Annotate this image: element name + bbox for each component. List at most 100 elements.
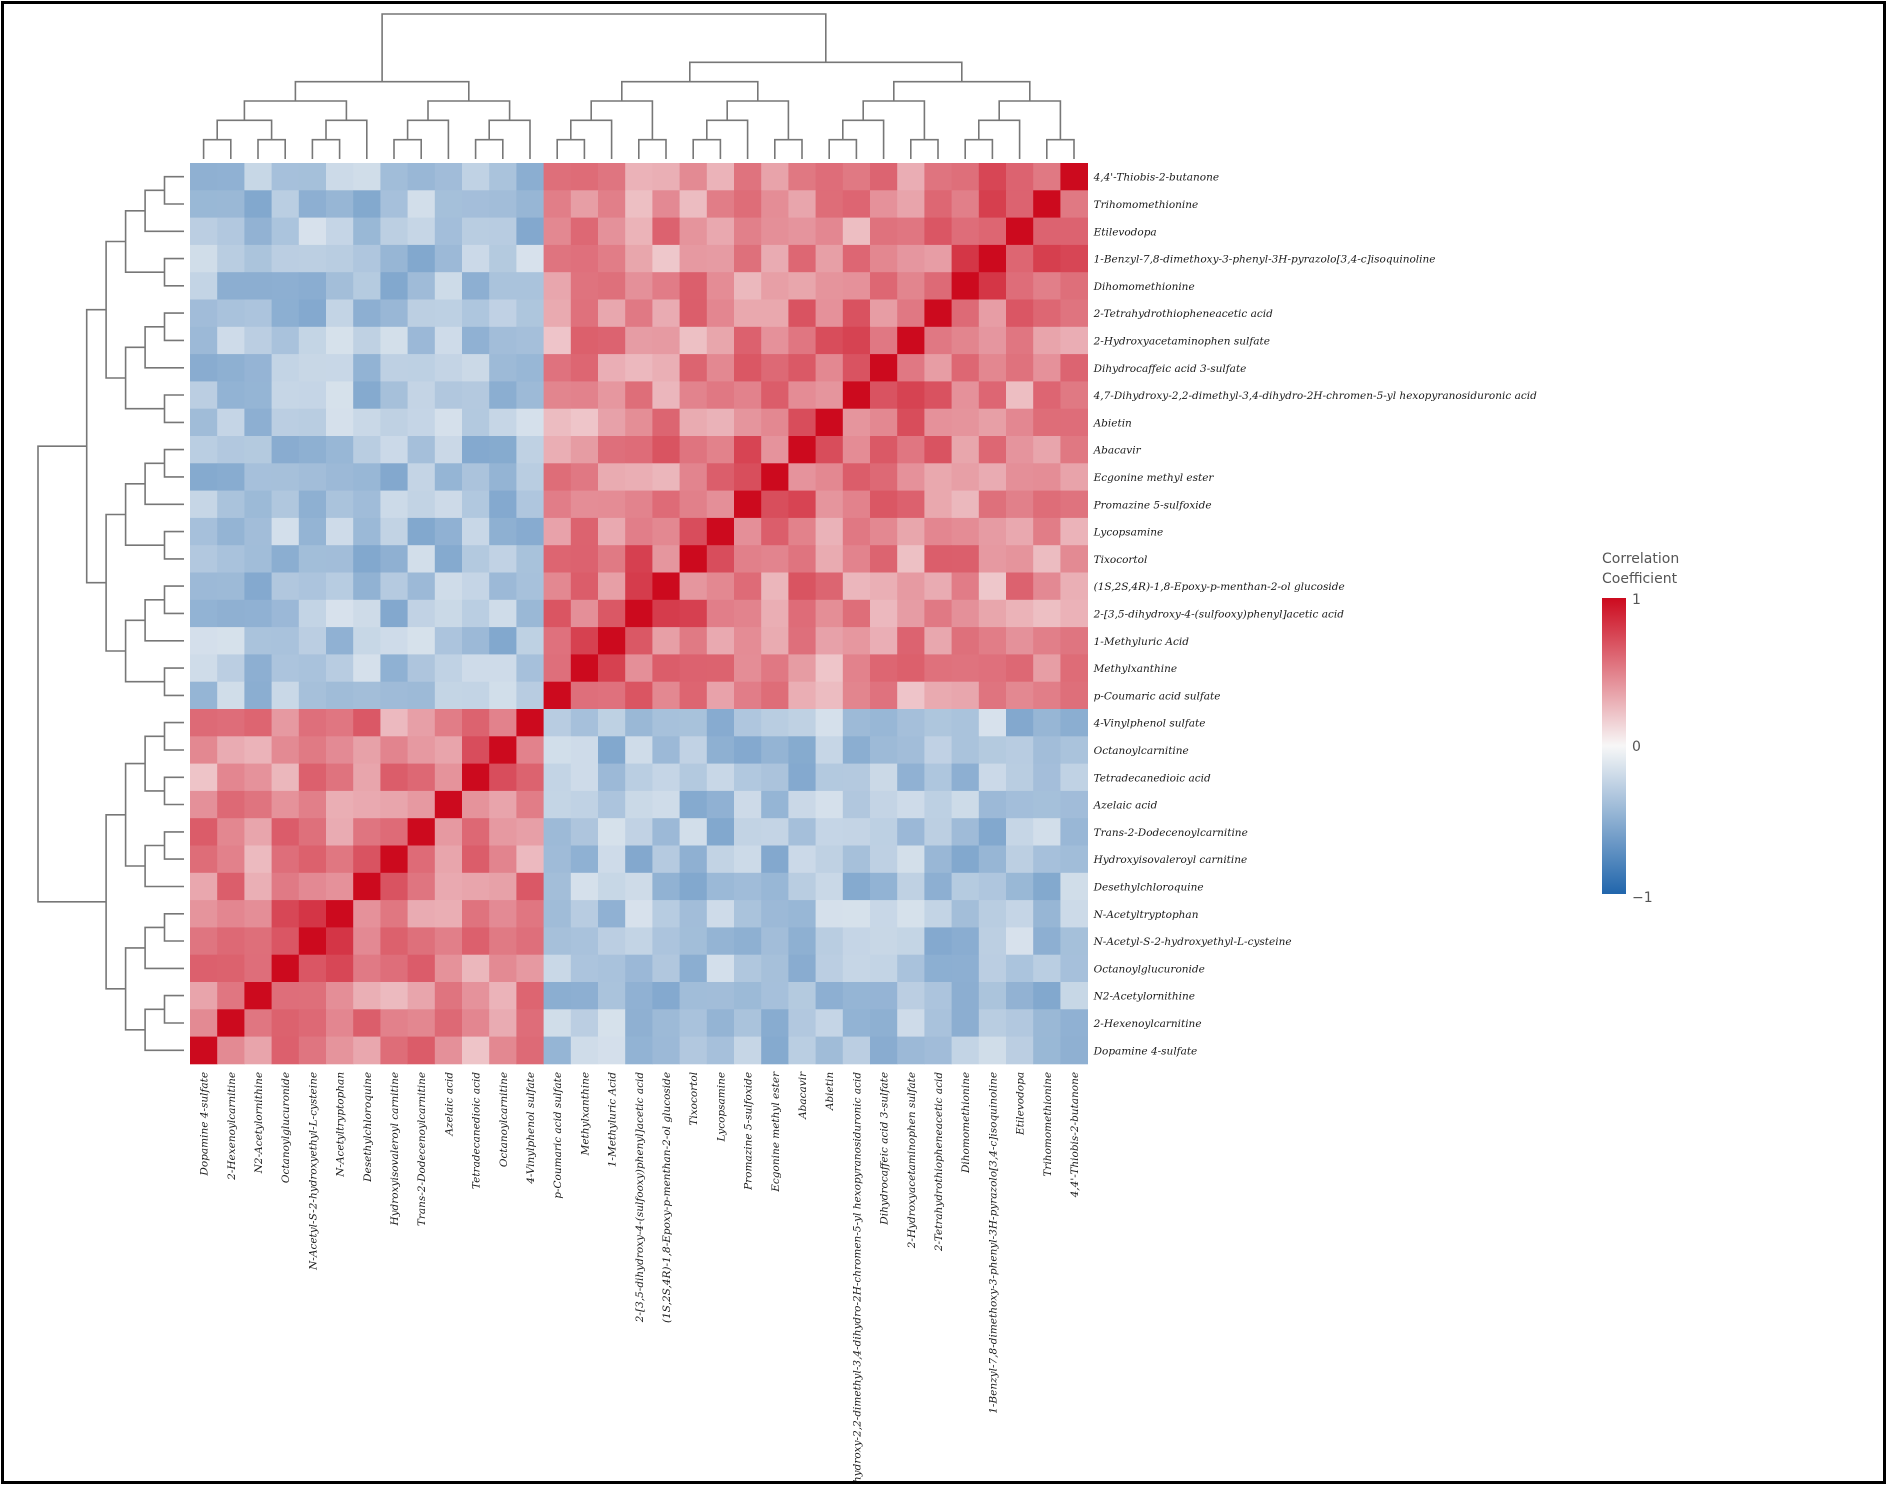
heatmap-cell [679, 982, 708, 1010]
heatmap-cell [1060, 654, 1088, 683]
heatmap-cell [842, 299, 871, 328]
heatmap-cell [434, 354, 463, 382]
heatmap-cell [1006, 927, 1034, 956]
heatmap-cell [543, 190, 572, 218]
row-dendrogram-branch [163, 913, 184, 942]
heatmap-cell [842, 709, 871, 737]
heatmap-cell [271, 436, 300, 464]
heatmap-cell [271, 272, 300, 300]
heatmap-cell [1060, 1009, 1088, 1037]
heatmap-cell [679, 217, 708, 246]
heatmap-cell [978, 982, 1007, 1010]
heatmap-cell [652, 872, 680, 901]
heatmap-cell [217, 217, 245, 246]
heatmap-cell [897, 190, 925, 218]
heatmap-cell [489, 545, 517, 573]
heatmap-cell [734, 354, 762, 382]
heatmap-cell [1060, 545, 1088, 573]
heatmap-cell [516, 954, 544, 983]
row-dendrogram-branch [105, 513, 126, 652]
heatmap-cell [489, 326, 517, 355]
heatmap-cell [706, 381, 735, 410]
heatmap-cell [217, 244, 245, 273]
heatmap-cell [271, 463, 300, 491]
heatmap-cell [462, 408, 490, 437]
heatmap-cell [598, 163, 626, 191]
heatmap-cell [190, 545, 218, 573]
heatmap-cell [271, 299, 300, 328]
heatmap-cell [734, 982, 762, 1010]
row-dendrogram-branch [37, 445, 107, 903]
row-label: Octanoylcarnitine [1094, 745, 1189, 757]
heatmap-cell [625, 763, 653, 792]
heatmap-cell [679, 354, 708, 382]
heatmap-cell [652, 1036, 680, 1065]
heatmap-cell [407, 326, 436, 355]
heatmap-cell [407, 408, 436, 437]
column-dendrogram-branch [964, 138, 994, 159]
heatmap-cell [298, 818, 327, 846]
heatmap-cell [951, 954, 980, 983]
heatmap-cell [489, 354, 517, 382]
heatmap-cell [434, 190, 463, 218]
heatmap-cell [870, 900, 898, 928]
heatmap-cell [815, 217, 844, 246]
heatmap-cell [380, 299, 408, 328]
heatmap-cell [625, 790, 653, 819]
heatmap-cell [978, 244, 1007, 273]
heatmap-cell [407, 872, 436, 901]
heatmap-cell [543, 163, 572, 191]
heatmap-cell [407, 299, 436, 328]
heatmap-cell [788, 654, 816, 683]
heatmap-cell [543, 927, 572, 956]
heatmap-cell [326, 217, 354, 246]
heatmap-cell [951, 190, 980, 218]
heatmap-cell [951, 872, 980, 901]
heatmap-cell [434, 244, 463, 273]
heatmap-cell [217, 790, 245, 819]
heatmap-cell [489, 709, 517, 737]
heatmap-cell [217, 845, 245, 874]
heatmap-cell [842, 572, 871, 601]
heatmap-cell [924, 872, 952, 901]
heatmap-cell [978, 163, 1007, 191]
heatmap-cell [434, 436, 463, 464]
heatmap-cell [870, 763, 898, 792]
heatmap-cell [978, 354, 1007, 382]
heatmap-cell [815, 163, 844, 191]
heatmap-cell [434, 872, 463, 901]
column-labels: Dopamine 4-sulfate 2-Hexenoylcarnitine N2-… [199, 1071, 1081, 1481]
row-dendrogram-branch [163, 530, 184, 560]
heatmap-cell [1033, 627, 1061, 655]
heatmap-cell [788, 982, 816, 1010]
heatmap-cell [1060, 517, 1088, 546]
legend-title-line1: Correlation [1602, 551, 1679, 567]
heatmap-cell [897, 709, 925, 737]
heatmap-cell [734, 599, 762, 628]
heatmap-cell [326, 927, 354, 956]
heatmap-cell [434, 1036, 463, 1065]
heatmap-cell [951, 736, 980, 764]
heatmap-cell [870, 572, 898, 601]
heatmap-cell [380, 736, 408, 764]
heatmap-cell [271, 736, 300, 764]
heatmap-cell [434, 572, 463, 601]
heatmap-cell [652, 845, 680, 874]
heatmap-cell [679, 900, 708, 928]
heatmap-cell [190, 517, 218, 546]
heatmap-cell [842, 599, 871, 628]
heatmap-cell [978, 954, 1007, 983]
heatmap-cell [870, 818, 898, 846]
heatmap-cell [706, 326, 735, 355]
heatmap-cell [516, 654, 544, 683]
heatmap-cell [598, 763, 626, 792]
heatmap-cell [978, 272, 1007, 300]
heatmap-cell [815, 627, 844, 655]
heatmap-cell [516, 436, 544, 464]
heatmap-cell [842, 244, 871, 273]
heatmap-cell [326, 763, 354, 792]
heatmap-cell [570, 408, 599, 437]
heatmap-cell [1006, 654, 1034, 683]
heatmap-cell [353, 436, 381, 464]
heatmap-cell [897, 790, 925, 819]
